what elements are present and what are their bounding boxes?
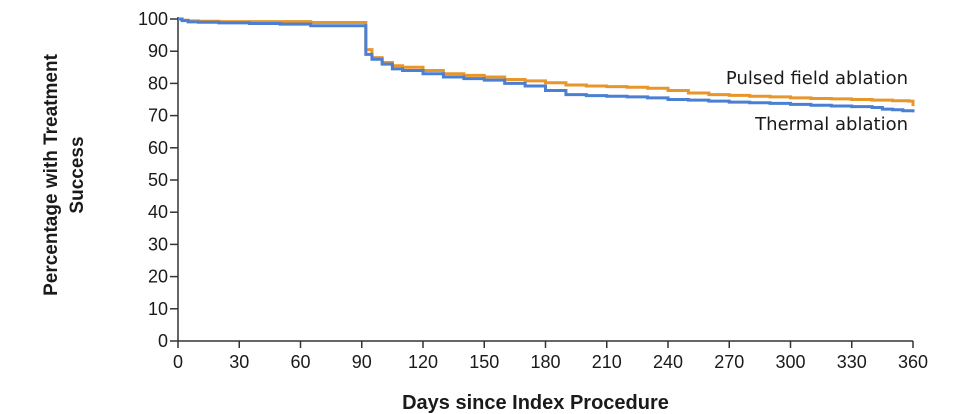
y-tick-label: 100 <box>138 9 168 29</box>
y-tick-label: 0 <box>158 331 168 351</box>
y-tick-label: 40 <box>148 202 168 222</box>
y-axis-title-line: Success <box>67 136 88 213</box>
y-tick-label: 50 <box>148 170 168 190</box>
x-tick-label: 210 <box>592 352 622 372</box>
x-tick-label: 330 <box>837 352 867 372</box>
x-axis-title: Days since Index Procedure <box>402 392 669 414</box>
y-tick-label: 80 <box>148 73 168 93</box>
x-tick-label: 150 <box>469 352 499 372</box>
y-tick-label: 20 <box>148 267 168 287</box>
x-tick-label: 240 <box>653 352 683 372</box>
x-tick-label: 360 <box>898 352 928 372</box>
y-tick-label: 60 <box>148 138 168 158</box>
x-tick-label: 60 <box>290 352 310 372</box>
thermal-ablation-line <box>178 17 915 113</box>
x-tick-label: 30 <box>229 352 249 372</box>
series-label-pulsed-field: Pulsed field ablation <box>726 68 908 89</box>
x-tick-label: 300 <box>775 352 805 372</box>
x-tick-label: 90 <box>352 352 372 372</box>
y-tick-label: 30 <box>148 234 168 254</box>
y-axis-title: Percentage with Treatment Success <box>41 53 88 295</box>
y-tick-label: 70 <box>148 106 168 126</box>
axes: 0 10 20 30 40 50 60 70 80 90 100 0 30 60 90 120 150 180 21… <box>138 9 928 372</box>
series-lines <box>178 17 915 113</box>
y-tick-label: 90 <box>148 41 168 61</box>
x-tick-label: 120 <box>408 352 438 372</box>
y-tick-label: 10 <box>148 299 168 319</box>
pulsed-field-ablation-line <box>178 17 915 106</box>
y-axis-title-line: Percentage with Treatment <box>41 53 62 295</box>
x-tick-label: 180 <box>530 352 560 372</box>
series-label-thermal: Thermal ablation <box>754 114 908 135</box>
x-tick-label: 0 <box>173 352 183 372</box>
x-tick-label: 270 <box>714 352 744 372</box>
